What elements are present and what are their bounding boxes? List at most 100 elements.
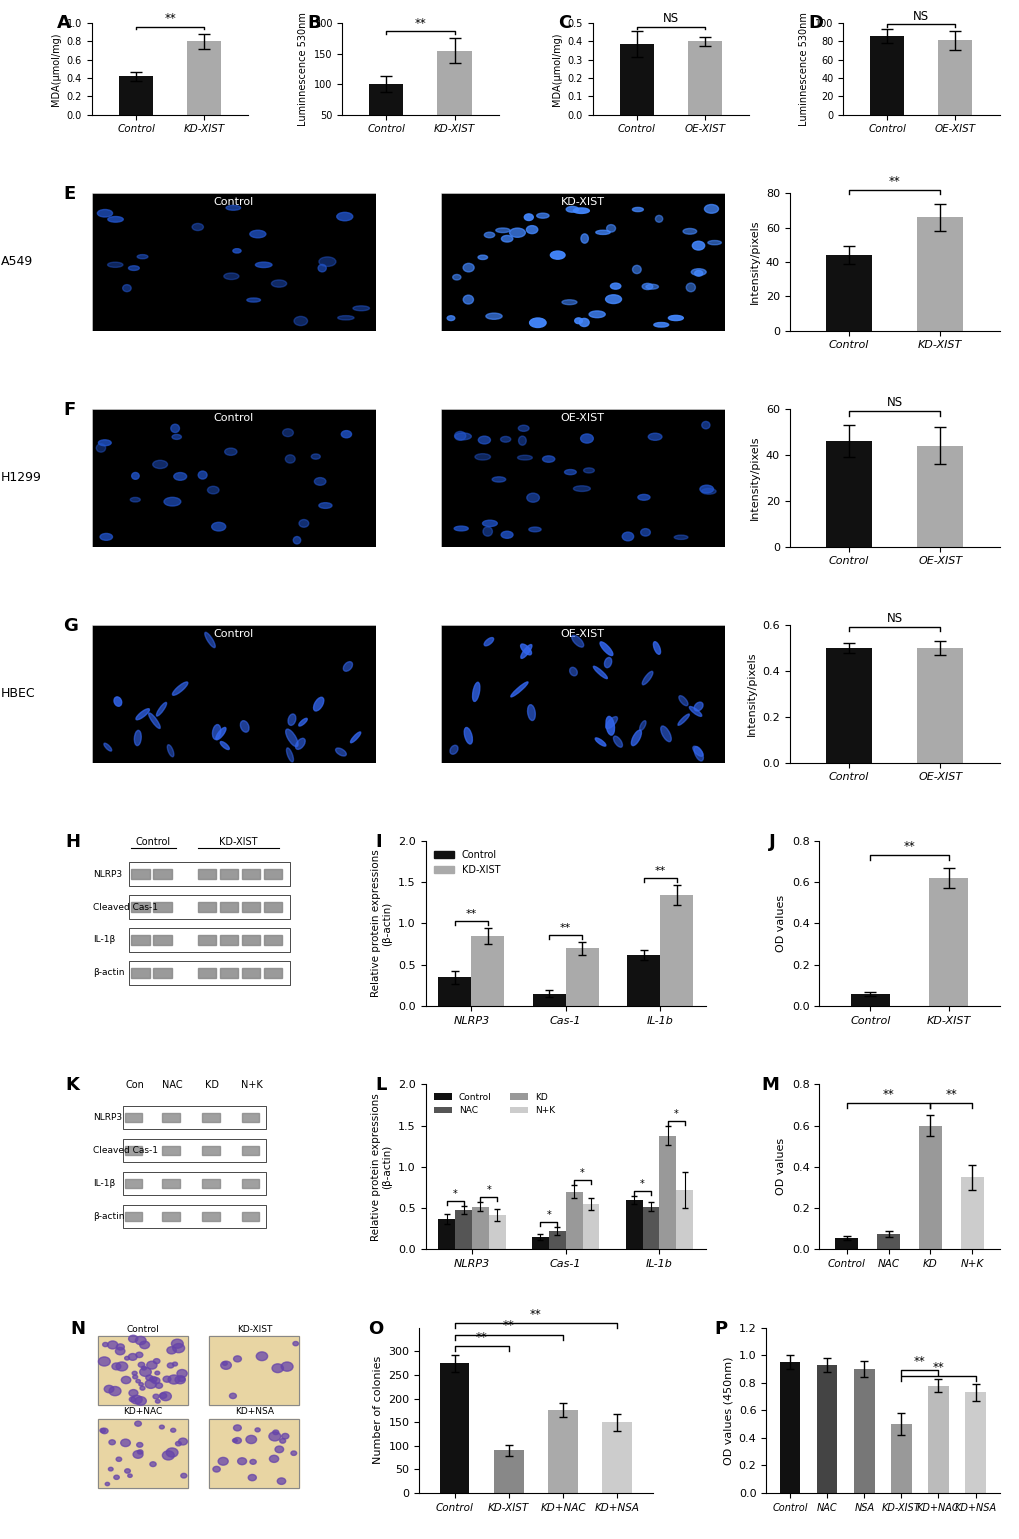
Ellipse shape [122,285,131,292]
Y-axis label: Intensity/pixels: Intensity/pixels [746,651,756,736]
Circle shape [104,1385,114,1393]
Ellipse shape [701,422,709,429]
Ellipse shape [282,429,293,437]
Ellipse shape [449,745,458,754]
Bar [835,1237,857,1250]
Text: N+K: N+K [240,1080,262,1090]
Bar [853,1370,873,1493]
Bar [472,1207,488,1250]
Text: Con: Con [125,1080,144,1090]
Circle shape [233,1356,242,1362]
Text: *: * [674,1108,678,1119]
Circle shape [155,1399,160,1404]
Text: **: ** [530,1308,541,1320]
Ellipse shape [694,702,702,711]
Text: C: C [557,14,571,32]
Ellipse shape [454,432,471,440]
Circle shape [162,1451,174,1461]
Ellipse shape [463,263,474,272]
Circle shape [167,1364,173,1368]
Text: **: ** [466,910,477,919]
Bar [198,968,216,977]
Bar [119,77,153,115]
Bar [960,1177,983,1250]
Circle shape [135,1420,142,1427]
Circle shape [124,1468,130,1473]
Text: *: * [640,1179,644,1190]
Ellipse shape [595,231,609,234]
Circle shape [109,1441,115,1445]
Text: **: ** [913,1354,925,1368]
Bar [162,1147,179,1154]
Bar [131,936,150,945]
Text: J: J [768,833,774,851]
Ellipse shape [606,225,614,232]
Ellipse shape [172,682,187,696]
Ellipse shape [569,668,577,676]
Circle shape [292,1342,299,1345]
Circle shape [159,1393,166,1399]
Y-axis label: Luminnescence 530nm: Luminnescence 530nm [299,12,308,126]
Ellipse shape [674,536,687,540]
Text: **: ** [881,1088,894,1100]
Ellipse shape [192,223,203,231]
Circle shape [107,1340,118,1348]
Text: HBEC: HBEC [1,688,36,700]
Ellipse shape [104,743,112,751]
Bar [122,1105,266,1130]
Bar [891,1424,911,1493]
Ellipse shape [472,682,479,702]
Bar [242,1211,259,1220]
Circle shape [155,1384,162,1388]
Ellipse shape [337,315,354,320]
Circle shape [248,1474,256,1481]
Text: **: ** [931,1360,944,1373]
Bar [202,1147,219,1154]
Circle shape [167,1347,176,1354]
Bar [964,1393,984,1493]
Ellipse shape [699,485,713,492]
Bar [659,894,693,1007]
Bar [209,1419,299,1488]
Text: H1299: H1299 [1,471,42,485]
Ellipse shape [478,255,487,260]
Bar [242,968,260,977]
Circle shape [136,1379,141,1384]
Ellipse shape [353,306,369,311]
Text: **: ** [903,840,914,853]
Circle shape [159,1425,164,1428]
Ellipse shape [599,642,612,656]
Ellipse shape [212,522,225,531]
Ellipse shape [632,208,643,212]
Bar [548,1231,566,1250]
Bar [242,1179,259,1188]
Circle shape [140,1387,145,1390]
Ellipse shape [314,477,326,485]
Ellipse shape [311,454,320,459]
Ellipse shape [642,283,652,289]
Ellipse shape [527,705,535,720]
Bar [658,1136,676,1250]
Bar [124,1211,143,1220]
Text: Control: Control [214,414,254,423]
Ellipse shape [612,736,622,748]
Text: **: ** [475,1331,487,1344]
Ellipse shape [692,746,702,756]
Ellipse shape [510,228,525,237]
Circle shape [146,1376,153,1380]
Text: OE-XIST: OE-XIST [560,414,604,423]
Text: Cleaved Cas-1: Cleaved Cas-1 [93,902,158,911]
Ellipse shape [550,251,565,259]
Circle shape [269,1431,280,1441]
Text: **: ** [945,1088,957,1100]
Y-axis label: Number of colonies: Number of colonies [373,1356,382,1465]
Bar [916,446,962,546]
Bar [566,948,598,1007]
Text: H: H [65,833,81,851]
Bar [437,51,471,145]
Ellipse shape [574,319,582,323]
Y-axis label: Intensity/pixels: Intensity/pixels [750,436,759,520]
Bar [263,870,282,879]
Circle shape [114,1476,119,1479]
Ellipse shape [561,300,577,305]
